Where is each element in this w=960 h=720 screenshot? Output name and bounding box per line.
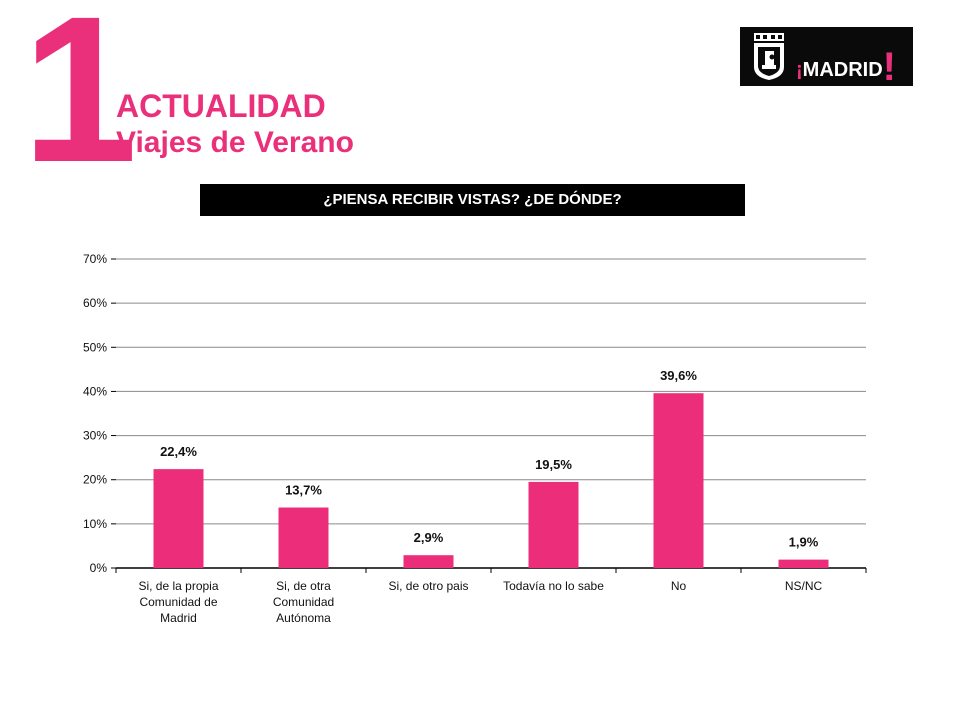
category-label-line: NS/NC	[785, 579, 823, 593]
category-label: NS/NC	[785, 579, 823, 593]
data-label: 19,5%	[535, 457, 572, 472]
category-label-line: Comunidad de	[139, 595, 217, 609]
y-tick-label: 0%	[90, 561, 108, 575]
madrid-logo-text: ¡MADRID!	[796, 43, 896, 87]
category-label: Si, de otro pais	[388, 579, 468, 593]
category-label: No	[671, 579, 687, 593]
category-label-line: Comunidad	[273, 595, 334, 609]
bar	[778, 559, 829, 568]
category-label-line: Todavía no lo sabe	[503, 579, 604, 593]
logo-word: MADRID	[802, 59, 883, 81]
y-tick-label: 70%	[83, 252, 107, 266]
category-label-line: Madrid	[160, 611, 197, 625]
madrid-crest-icon	[754, 33, 784, 80]
question-banner: ¿PIENSA RECIBIR VISTAS? ¿DE DÓNDE?	[200, 184, 745, 216]
category-label: Todavía no lo sabe	[503, 579, 604, 593]
category-label: Si, de la propia Comunidad de Madrid	[138, 579, 218, 625]
data-label: 22,4%	[160, 444, 197, 459]
y-tick-label: 40%	[83, 384, 107, 398]
category-label-line: Si, de la propia	[138, 579, 218, 593]
category-label-line: Autónoma	[276, 611, 331, 625]
data-label: 39,6%	[660, 368, 697, 383]
logo-open-mark: ¡	[796, 59, 803, 81]
bar	[153, 469, 204, 568]
madrid-logo: ¡MADRID!	[740, 27, 913, 87]
category-label: Si, de otra Comunidad Autónoma	[273, 579, 334, 625]
logo-close-mark: !	[882, 45, 896, 89]
section-number: 1	[22, 0, 138, 206]
category-label-line: Si, de otra	[276, 579, 331, 593]
y-tick-label: 50%	[83, 340, 107, 354]
section-subtitle: Viajes de Verano	[116, 126, 354, 159]
data-label: 2,9%	[414, 530, 444, 545]
category-label-line: Si, de otro pais	[388, 579, 468, 593]
section-title: ACTUALIDAD	[116, 88, 326, 124]
y-tick-label: 60%	[83, 296, 107, 310]
category-label-line: No	[671, 579, 687, 593]
bar	[278, 507, 329, 568]
data-label: 13,7%	[285, 483, 322, 498]
y-tick-label: 30%	[83, 429, 107, 443]
data-label: 1,9%	[789, 535, 819, 550]
y-tick-label: 10%	[83, 517, 107, 531]
y-tick-label: 20%	[83, 473, 107, 487]
bar	[403, 555, 454, 568]
bar	[528, 481, 579, 568]
bar	[653, 393, 704, 568]
